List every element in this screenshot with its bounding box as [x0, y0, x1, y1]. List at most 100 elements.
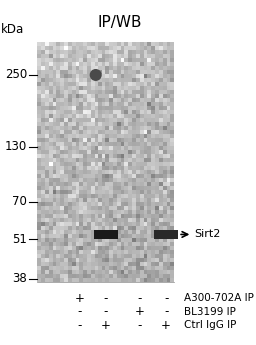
Bar: [87, 90, 91, 95]
Bar: [121, 198, 124, 202]
Bar: [121, 58, 124, 62]
Bar: [109, 254, 113, 258]
Bar: [45, 75, 49, 78]
Bar: [91, 258, 95, 262]
Bar: [102, 254, 105, 258]
Bar: [87, 266, 91, 270]
Bar: [109, 238, 113, 242]
Bar: [128, 226, 132, 230]
Bar: [72, 266, 76, 270]
Bar: [140, 254, 144, 258]
Bar: [95, 102, 99, 106]
Bar: [95, 266, 99, 270]
Bar: [121, 138, 124, 142]
Bar: [166, 42, 170, 47]
Bar: [102, 42, 105, 47]
Bar: [53, 202, 57, 206]
Bar: [124, 194, 128, 198]
Bar: [79, 258, 83, 262]
Bar: [49, 270, 53, 274]
Bar: [102, 198, 106, 202]
Bar: [87, 202, 91, 206]
Bar: [110, 182, 114, 186]
Bar: [136, 150, 140, 154]
Bar: [110, 206, 114, 210]
Bar: [132, 114, 136, 118]
Bar: [95, 134, 99, 138]
Bar: [45, 114, 49, 118]
Bar: [64, 242, 68, 246]
Bar: [113, 158, 117, 162]
Bar: [102, 162, 106, 166]
Bar: [83, 126, 87, 130]
Bar: [68, 122, 72, 126]
Bar: [83, 146, 87, 150]
Bar: [113, 162, 117, 166]
Bar: [121, 162, 124, 166]
Bar: [68, 150, 72, 154]
Bar: [37, 174, 41, 178]
Bar: [53, 142, 57, 146]
Bar: [159, 174, 163, 178]
Bar: [144, 114, 147, 118]
Bar: [124, 190, 128, 194]
Bar: [105, 106, 109, 110]
Bar: [83, 70, 87, 75]
Bar: [53, 166, 57, 170]
Bar: [144, 158, 147, 162]
Bar: [53, 174, 57, 178]
Bar: [124, 78, 128, 82]
Bar: [83, 266, 87, 270]
Bar: [102, 230, 106, 234]
Bar: [132, 110, 136, 114]
Bar: [144, 178, 147, 182]
Bar: [102, 106, 106, 110]
Bar: [98, 214, 102, 218]
Bar: [95, 98, 99, 102]
Bar: [132, 55, 136, 58]
Bar: [155, 62, 159, 66]
Bar: [102, 158, 105, 162]
Bar: [68, 95, 72, 98]
Bar: [155, 78, 159, 82]
Bar: [163, 106, 166, 110]
Bar: [106, 86, 110, 90]
Bar: [110, 122, 114, 126]
Bar: [64, 90, 68, 95]
Bar: [166, 262, 170, 266]
Bar: [57, 202, 60, 206]
Bar: [144, 62, 147, 66]
Bar: [49, 118, 53, 122]
Bar: [79, 138, 83, 142]
Bar: [110, 47, 114, 50]
Bar: [128, 50, 132, 55]
Bar: [72, 218, 76, 222]
Bar: [151, 166, 155, 170]
Bar: [144, 82, 147, 86]
Bar: [87, 162, 91, 166]
Bar: [72, 154, 76, 158]
Bar: [136, 270, 140, 274]
Bar: [110, 138, 114, 142]
Bar: [140, 110, 144, 114]
Bar: [83, 174, 87, 178]
Text: +: +: [161, 319, 171, 332]
Bar: [136, 266, 140, 270]
Bar: [166, 270, 170, 274]
Bar: [79, 174, 83, 178]
Bar: [117, 210, 121, 214]
Bar: [72, 170, 76, 174]
Bar: [132, 142, 136, 146]
Bar: [91, 142, 95, 146]
Bar: [155, 114, 159, 118]
Bar: [57, 70, 60, 75]
Bar: [128, 202, 132, 206]
Bar: [57, 134, 60, 138]
Bar: [109, 82, 113, 86]
Bar: [99, 190, 102, 194]
Bar: [128, 58, 132, 62]
Bar: [102, 78, 106, 82]
Bar: [49, 58, 53, 62]
Bar: [79, 146, 83, 150]
Bar: [110, 254, 114, 258]
